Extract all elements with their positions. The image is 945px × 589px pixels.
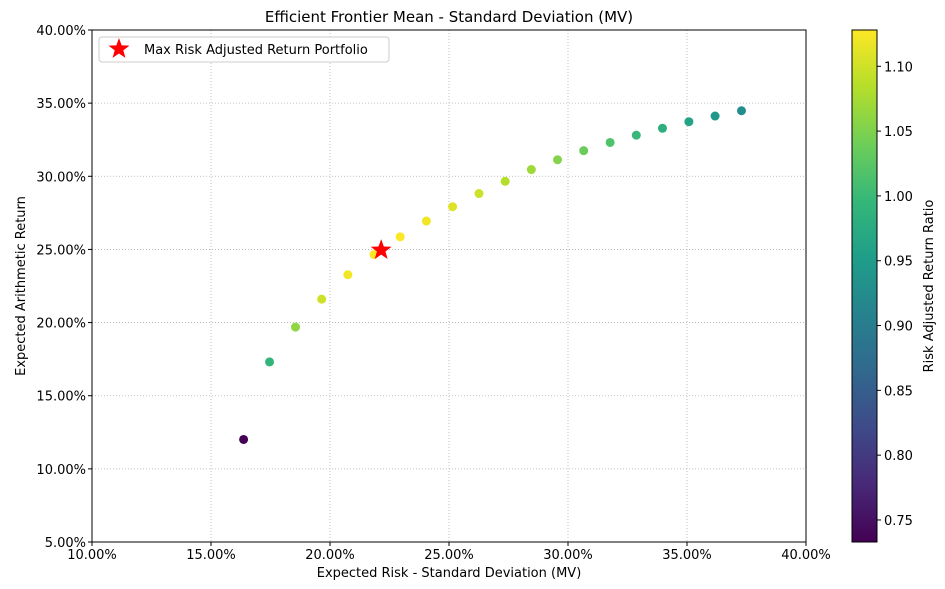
legend: Max Risk Adjusted Return Portfolio (98, 36, 390, 63)
y-tick-label: 25.00% (36, 243, 86, 258)
colorbar-tick-label: 1.10 (884, 60, 913, 75)
scatter-point (448, 202, 458, 212)
scatter-point (657, 123, 667, 133)
scatter-point (343, 270, 353, 280)
scatter-point (239, 434, 249, 444)
scatter-point (265, 357, 275, 367)
legend-label: Max Risk Adjusted Return Portfolio (144, 43, 368, 58)
y-tick-label: 15.00% (36, 390, 86, 405)
y-tick-label: 35.00% (36, 97, 86, 112)
scatter-point (421, 216, 431, 226)
colorbar-tick-label: 0.80 (884, 449, 913, 464)
x-tick-label: 35.00% (662, 548, 712, 563)
scatter-point (737, 106, 747, 116)
scatter-point (500, 176, 510, 186)
x-axis-ticks: 10.00% 15.00% 20.00% 25.00% 30.00% 35.00% 40.0… (67, 542, 831, 563)
scatter-point (631, 130, 641, 140)
chart-title: Efficient Frontier Mean - Standard Devia… (265, 8, 633, 26)
colorbar-tick-label: 0.75 (884, 514, 913, 529)
x-axis-label: Expected Risk - Standard Deviation (MV) (317, 566, 582, 581)
colorbar-tick-label: 1.00 (884, 190, 913, 205)
colorbar-tick-label: 1.05 (884, 125, 913, 140)
x-tick-label: 40.00% (781, 548, 831, 563)
scatter-point (710, 111, 720, 121)
scatter-point (474, 189, 484, 199)
scatter-points (239, 106, 747, 444)
y-tick-label: 30.00% (36, 170, 86, 185)
y-tick-label: 5.00% (45, 536, 86, 551)
y-axis-ticks: 5.00% 10.00% 15.00% 20.00% 25.00% 30.00% 35.00… (36, 24, 92, 551)
scatter-point (553, 155, 563, 165)
y-tick-label: 10.00% (36, 463, 86, 478)
x-tick-label: 25.00% (424, 548, 474, 563)
y-axis-label: Expected Arithmetic Return (14, 196, 29, 376)
scatter-point (526, 165, 536, 175)
colorbar-label: Risk Adjusted Return Ratio (922, 200, 937, 373)
colorbar-tick-label: 0.90 (884, 320, 913, 335)
scatter-point (395, 232, 405, 242)
x-tick-label: 10.00% (67, 548, 117, 563)
colorbar-tick-label: 0.85 (884, 384, 913, 399)
y-tick-label: 20.00% (36, 317, 86, 332)
scatter-point (579, 146, 589, 156)
highlight-layer (370, 239, 392, 260)
colorbar-ticks: 0.75 0.80 0.85 0.90 0.95 1.00 1.05 1.10 (877, 60, 913, 529)
x-tick-label: 30.00% (543, 548, 593, 563)
legend-star-marker (108, 38, 130, 58)
colorbar-tick-label: 0.95 (884, 255, 913, 270)
grid (91, 29, 807, 543)
legend-box (98, 36, 390, 63)
scatter-point (290, 322, 300, 332)
scatter-point (605, 137, 615, 147)
colorbar: 0.75 0.80 0.85 0.90 0.95 1.00 1.05 1.10 Risk Ad… (851, 29, 937, 543)
max-risk-adjusted-star (370, 239, 392, 260)
x-tick-label: 20.00% (305, 548, 355, 563)
plot-frame (91, 29, 807, 543)
x-tick-label: 15.00% (186, 548, 236, 563)
scatter-point (684, 117, 694, 127)
legend-star-icon (108, 38, 130, 58)
colorbar-gradient (851, 29, 878, 543)
scatter-point (317, 294, 327, 304)
y-tick-label: 40.00% (36, 24, 86, 39)
